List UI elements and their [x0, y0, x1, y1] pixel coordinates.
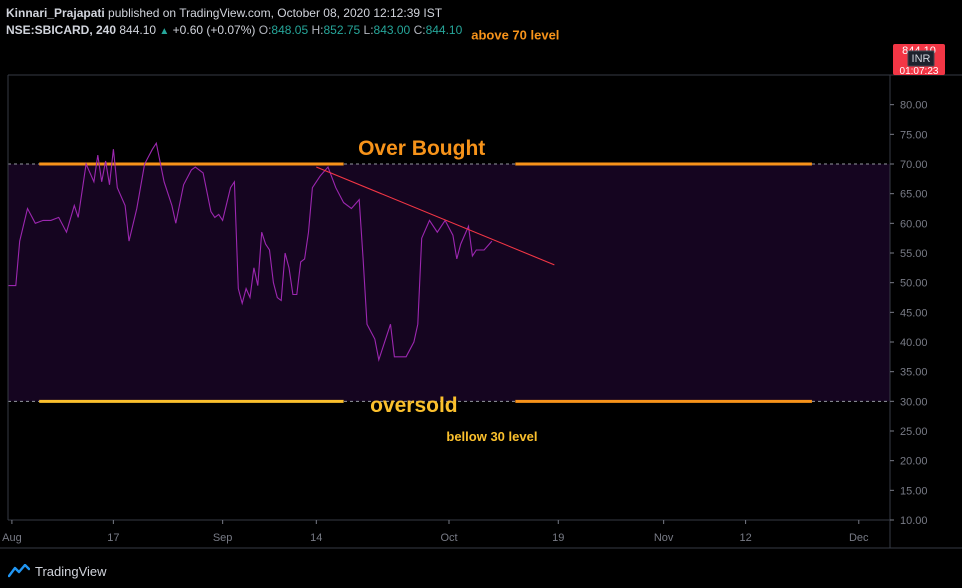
y-tick-label: 30.00 [900, 396, 928, 408]
symbol-label[interactable]: NSE:SBICARD, 240 [6, 23, 117, 37]
y-tick-label: 35.00 [900, 367, 928, 379]
y-tick-label: 10.00 [900, 515, 928, 527]
low-value: 843.00 [373, 23, 411, 37]
trend-line[interactable] [316, 166, 555, 266]
chart-header: Kinnari_Prajapati published on TradingVi… [6, 5, 956, 40]
publish-info: Kinnari_Prajapati published on TradingVi… [6, 5, 956, 22]
y-tick-label: 40.00 [900, 337, 928, 349]
x-tick-label: Sep [213, 532, 233, 544]
rsi-band-fill [8, 164, 890, 402]
published-text: published on TradingView.com, October 08… [108, 6, 443, 20]
price-change: +0.60 (+0.07%) [172, 23, 256, 37]
brand-name[interactable]: TradingView [35, 563, 107, 579]
high-label: H: [311, 23, 324, 37]
y-tick-label: 45.00 [900, 307, 928, 319]
footer: TradingView [8, 561, 107, 581]
author-name[interactable]: Kinnari_Prajapati [6, 6, 105, 20]
y-tick-label: 75.00 [900, 129, 928, 141]
currency-label: INR [912, 53, 931, 65]
y-tick-label: 60.00 [900, 218, 928, 230]
y-tick-label: 25.00 [900, 426, 928, 438]
y-tick-label: 50.00 [900, 278, 928, 290]
annotation-0[interactable]: above 70 level [471, 27, 559, 42]
symbol-info: NSE:SBICARD, 240 844.10 ▲ +0.60 (+0.07%)… [6, 22, 956, 40]
high-value: 852.75 [323, 23, 361, 37]
open-label: O: [258, 23, 272, 37]
x-tick-label: 17 [107, 532, 119, 544]
open-value: 848.05 [271, 23, 309, 37]
x-tick-label: Oct [440, 532, 457, 544]
currency-box [907, 50, 935, 67]
low-label: L: [363, 23, 374, 37]
x-tick-label: 19 [552, 532, 564, 544]
x-tick-label: 12 [739, 532, 751, 544]
x-tick-label: 14 [310, 532, 322, 544]
y-tick-label: 80.00 [900, 100, 928, 112]
y-tick-label: 15.00 [900, 485, 928, 497]
x-tick-label: Dec [849, 532, 869, 544]
annotation-2[interactable]: oversold [370, 394, 458, 417]
y-tick-label: 65.00 [900, 189, 928, 201]
annotations: above 70 level Over Bought oversold bellow … [358, 27, 559, 444]
x-axis-ticks: Aug 17 Sep 14 Oct 19 Nov 12 Dec [2, 520, 869, 544]
y-axis-ticks: 80.00 75.00 70.00 65.00 60.00 55.00 50.00 45.00… [890, 100, 928, 527]
close-value: 844.10 [425, 23, 463, 37]
x-tick-label: Aug [2, 532, 22, 544]
rsi-series-line [8, 141, 493, 362]
badge-countdown: 01:07:23 [900, 66, 939, 77]
up-triangle-icon: ▲ [159, 26, 170, 37]
annotation-3[interactable]: bellow 30 level [446, 429, 537, 444]
last-price: 844.10 [119, 23, 157, 37]
y-tick-label: 70.00 [900, 159, 928, 171]
x-tick-label: Nov [654, 532, 674, 544]
annotation-1[interactable]: Over Bought [358, 137, 485, 160]
tradingview-logo-icon[interactable] [8, 564, 30, 578]
y-tick-label: 55.00 [900, 248, 928, 260]
price-badge[interactable]: 844.10 INR 01:07:23 [893, 44, 945, 77]
level-lines [39, 162, 812, 403]
y-tick-label: 20.00 [900, 456, 928, 468]
close-label: C: [413, 23, 426, 37]
